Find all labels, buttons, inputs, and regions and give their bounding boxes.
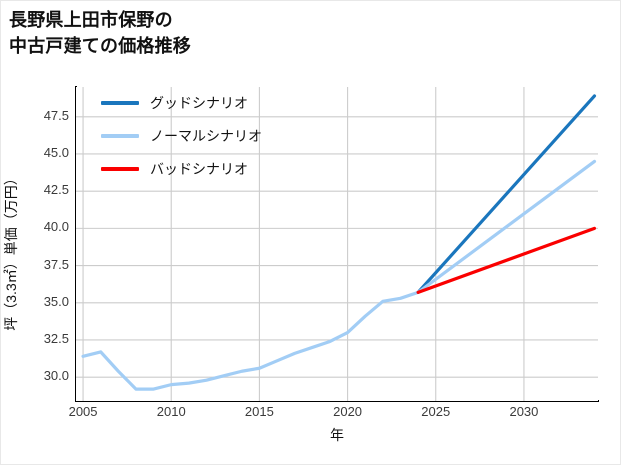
legend-item-1[interactable]: ノーマルシナリオ xyxy=(101,126,262,146)
y-tick-label: 47.5 xyxy=(43,107,69,123)
x-axis-line xyxy=(75,400,599,402)
y-tick-labels: 30.0 32.5 35.0 37.5 40.0 42.5 45.0 47.5 xyxy=(1,1,69,466)
x-tick-label: 2015 xyxy=(244,404,274,419)
chart-title-line: 長野県上田市保野の xyxy=(9,10,173,30)
x-tick-label: 2030 xyxy=(509,404,539,419)
x-tick-label: 2020 xyxy=(333,404,363,419)
legend-item-2[interactable]: バッドシナリオ xyxy=(101,159,262,179)
legend-item-label: ノーマルシナリオ xyxy=(150,128,262,144)
plot-area xyxy=(76,87,598,401)
legend-swatch-icon xyxy=(101,167,139,171)
y-tick-label: 45.0 xyxy=(43,144,69,160)
chart-title: 長野県上田市保野の 中古戸建ての価格推移 xyxy=(9,7,191,59)
series-lines xyxy=(81,94,597,391)
x-axis-label: 年 xyxy=(330,427,344,443)
x-tick-label: 2005 xyxy=(68,404,98,419)
series-line xyxy=(416,159,597,294)
legend-item-label: バッドシナリオ xyxy=(150,161,248,177)
y-axis-label: 坪（3.3㎡）単価（万円） xyxy=(3,171,19,331)
y-tick-label: 30.0 xyxy=(43,368,69,384)
y-tick-label: 42.5 xyxy=(43,182,69,198)
y-tick-label: 40.0 xyxy=(43,219,69,235)
legend-swatch-icon xyxy=(101,101,139,105)
plot-svg xyxy=(76,87,598,401)
series-line xyxy=(81,290,420,391)
y-tick-label: 35.0 xyxy=(43,293,69,309)
x-tick-label: 2010 xyxy=(156,404,186,419)
x-tick-label: 2025 xyxy=(421,404,451,419)
series-line xyxy=(416,94,597,294)
chart-title-line: 中古戸建ての価格推移 xyxy=(9,36,191,56)
legend-item-0[interactable]: グッドシナリオ xyxy=(101,93,262,113)
legend-swatch-icon xyxy=(101,134,139,138)
y-tick-label: 37.5 xyxy=(43,256,69,272)
y-tick-label: 32.5 xyxy=(43,330,69,346)
legend-item-label: グッドシナリオ xyxy=(150,95,248,111)
chart-legend: グッドシナリオ ノーマルシナリオ バッドシナリオ xyxy=(101,93,262,179)
series-line xyxy=(416,226,597,294)
